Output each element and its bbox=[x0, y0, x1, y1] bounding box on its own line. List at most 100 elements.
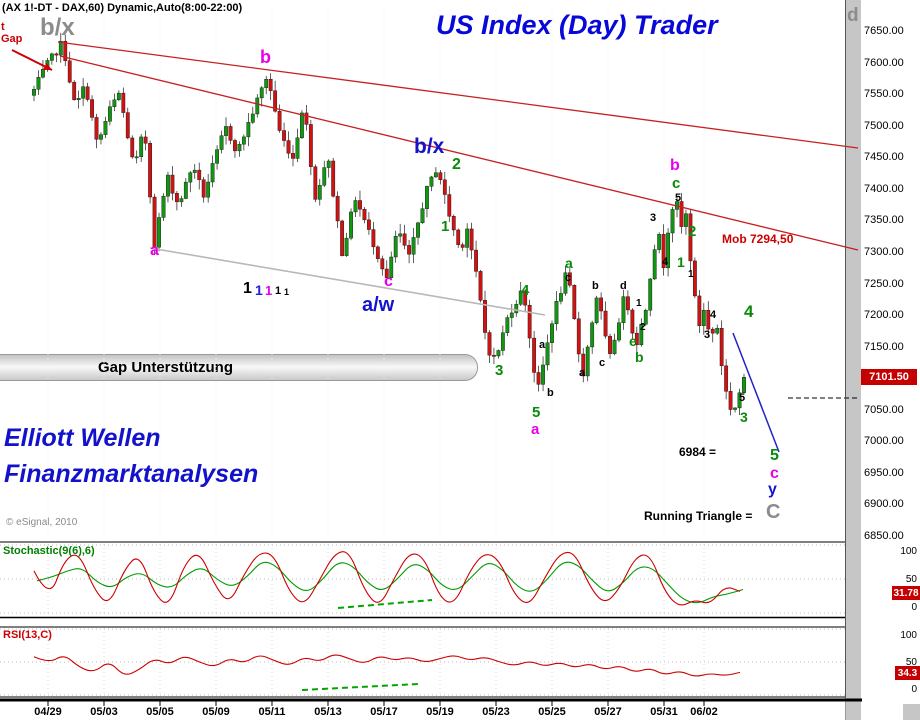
candle bbox=[523, 290, 528, 306]
stochastic-panel-label: Stochastic(9(6),6) bbox=[3, 545, 95, 557]
candle bbox=[108, 106, 112, 122]
candle bbox=[398, 233, 403, 237]
candle bbox=[742, 377, 746, 393]
candle bbox=[237, 143, 242, 152]
candle bbox=[300, 112, 304, 139]
gridlines bbox=[0, 6, 845, 696]
candle bbox=[353, 200, 358, 213]
candle bbox=[572, 285, 577, 320]
candle bbox=[241, 136, 246, 145]
candle bbox=[250, 113, 255, 123]
stochastic-d-line bbox=[36, 561, 744, 604]
candle bbox=[375, 246, 380, 259]
candle bbox=[536, 372, 541, 385]
candle bbox=[322, 167, 327, 186]
candle bbox=[666, 232, 670, 269]
stochastic-k-line bbox=[33, 551, 741, 606]
copyright-note: © eSignal, 2010 bbox=[6, 517, 78, 528]
candle bbox=[183, 181, 188, 199]
candle bbox=[630, 309, 635, 334]
candle bbox=[715, 327, 720, 334]
panel-borders bbox=[0, 0, 862, 706]
candle bbox=[500, 332, 505, 351]
candle bbox=[210, 163, 215, 183]
candle bbox=[692, 260, 697, 297]
candle bbox=[344, 237, 349, 256]
candle bbox=[469, 228, 474, 251]
candle bbox=[657, 234, 662, 250]
candle bbox=[728, 391, 733, 410]
candle bbox=[701, 309, 706, 326]
symbol-title: (AX 1!-DT - DAX,60) Dynamic,Auto(8:00-22… bbox=[2, 2, 243, 14]
candle bbox=[639, 324, 644, 346]
stochastic-value-badge: 31.78 bbox=[892, 586, 920, 600]
candle bbox=[710, 328, 715, 334]
candle bbox=[518, 290, 523, 305]
candle bbox=[192, 169, 197, 173]
candle bbox=[76, 98, 81, 101]
candle bbox=[139, 136, 144, 157]
candle bbox=[527, 304, 532, 339]
candle bbox=[474, 249, 478, 272]
candle bbox=[152, 196, 157, 248]
candle bbox=[58, 40, 63, 56]
candle bbox=[563, 272, 568, 294]
candle bbox=[201, 179, 206, 198]
candle bbox=[81, 86, 86, 99]
candle bbox=[282, 130, 286, 141]
candle bbox=[554, 301, 559, 324]
candle bbox=[219, 135, 224, 150]
candle bbox=[85, 86, 90, 100]
candle bbox=[402, 233, 407, 246]
candle bbox=[349, 211, 353, 239]
gap-arrow-head bbox=[43, 62, 52, 70]
candle bbox=[460, 244, 465, 248]
candle bbox=[371, 229, 376, 248]
candle bbox=[206, 181, 211, 198]
rsi-value-badge: 34.3 bbox=[895, 666, 920, 680]
candle bbox=[581, 353, 586, 377]
candle bbox=[36, 77, 41, 90]
candle bbox=[94, 117, 99, 140]
candle bbox=[483, 300, 487, 333]
candle bbox=[295, 137, 300, 159]
candle bbox=[393, 236, 398, 258]
candles bbox=[32, 32, 746, 416]
candle bbox=[643, 310, 648, 325]
candle bbox=[215, 149, 219, 164]
candle bbox=[599, 297, 604, 312]
candle bbox=[72, 81, 77, 101]
candle bbox=[143, 136, 148, 144]
candle bbox=[719, 327, 724, 367]
wave-projection-line bbox=[732, 332, 780, 453]
candle bbox=[724, 365, 729, 392]
candle bbox=[255, 97, 260, 115]
candle bbox=[550, 323, 554, 343]
candle bbox=[174, 193, 179, 203]
candle bbox=[384, 268, 389, 279]
candle bbox=[90, 99, 94, 118]
candle bbox=[389, 256, 394, 279]
candle bbox=[286, 140, 291, 154]
candle bbox=[532, 337, 537, 373]
candle bbox=[509, 312, 514, 318]
candle bbox=[438, 172, 443, 181]
candle bbox=[367, 219, 371, 230]
candle bbox=[608, 335, 612, 354]
candle bbox=[259, 87, 264, 99]
candle bbox=[246, 122, 251, 138]
candle bbox=[545, 342, 550, 366]
candle bbox=[340, 220, 345, 256]
stoch-divergence-line bbox=[337, 599, 433, 609]
candle bbox=[603, 310, 608, 337]
candle bbox=[380, 258, 385, 270]
candle bbox=[277, 111, 282, 131]
watermark-title: US Index (Day) Trader bbox=[436, 10, 718, 40]
candle bbox=[170, 174, 175, 194]
candle bbox=[41, 69, 45, 78]
candle bbox=[478, 271, 483, 301]
candle bbox=[331, 160, 336, 197]
candle bbox=[326, 160, 331, 168]
